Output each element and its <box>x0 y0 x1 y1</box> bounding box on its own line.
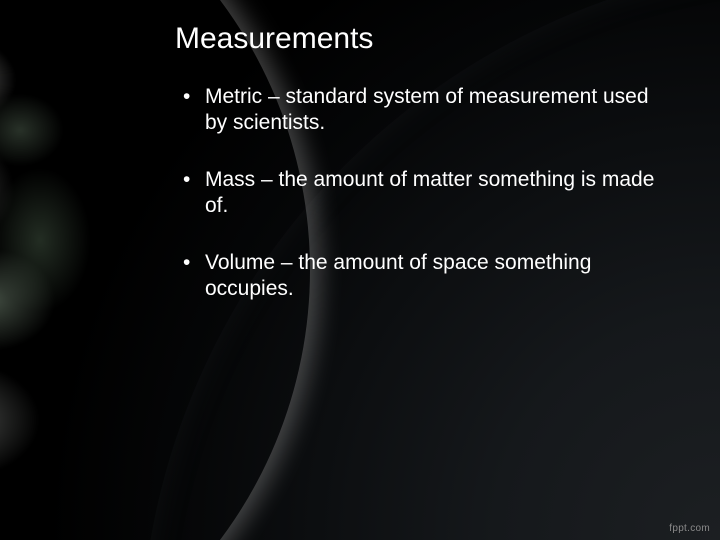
bullet-item: Mass – the amount of matter something is… <box>205 167 680 218</box>
bullet-item: Metric – standard system of measurement … <box>205 84 680 135</box>
bullet-list: Metric – standard system of measurement … <box>175 84 680 302</box>
bullet-item: Volume – the amount of space something o… <box>205 250 680 301</box>
slide-content: Measurements Metric – standard system of… <box>175 22 680 334</box>
watermark-text: fppt.com <box>669 523 710 534</box>
slide-title: Measurements <box>175 22 680 56</box>
